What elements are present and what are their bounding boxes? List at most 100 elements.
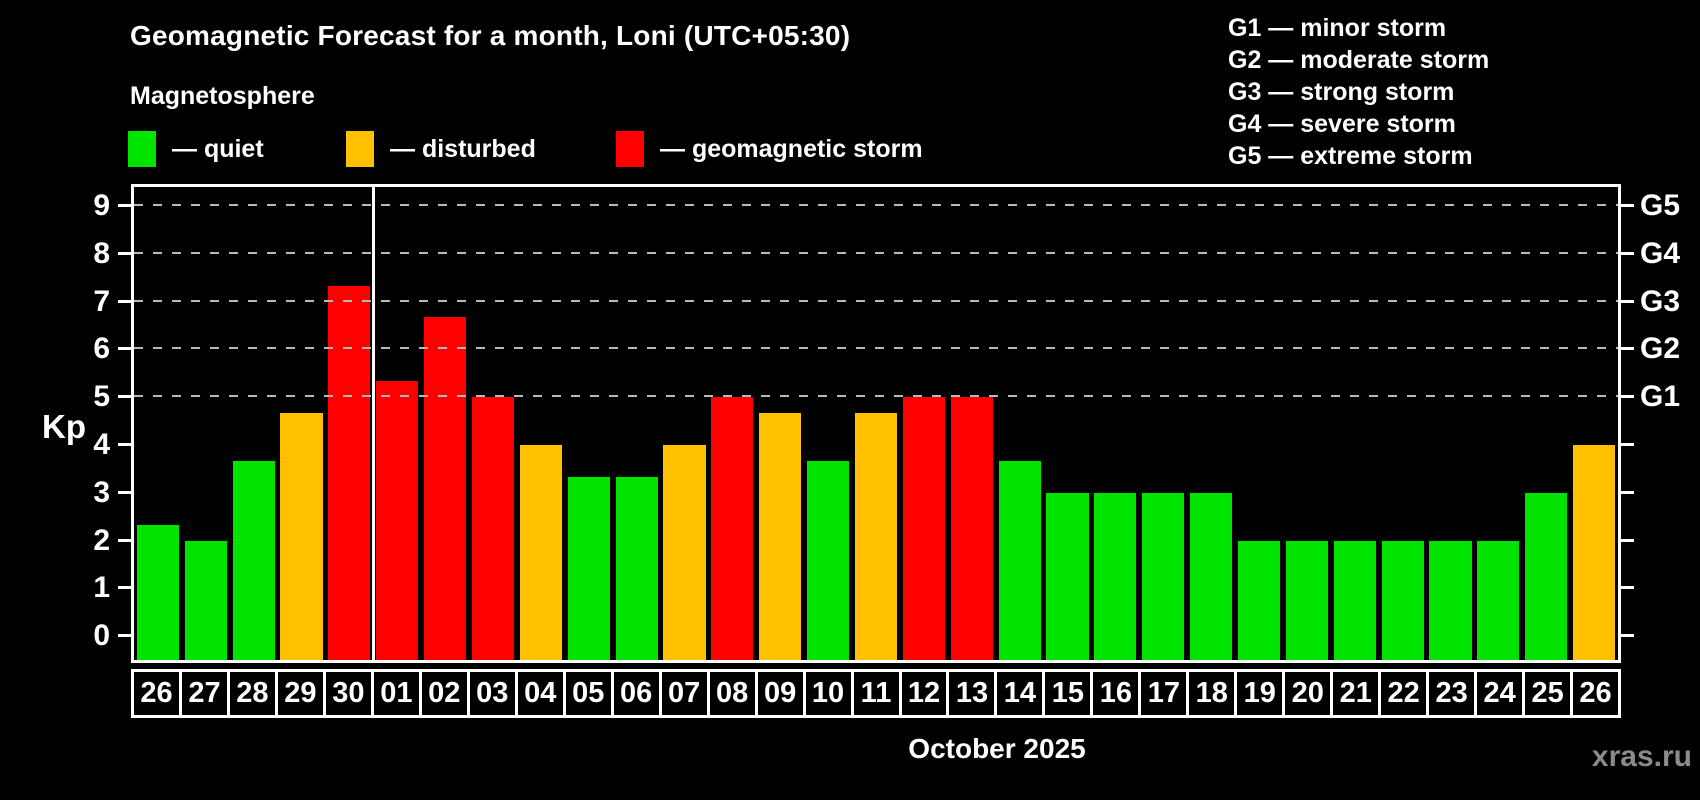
y-tick-label-3: 3	[93, 475, 110, 509]
bar-slot	[1475, 187, 1523, 660]
kp-bar-day-10	[807, 460, 850, 660]
watermark: xras.ru	[1591, 740, 1692, 773]
date-label-24: 24	[1474, 669, 1526, 718]
g-tick-label-g4: G4	[1640, 236, 1681, 270]
date-label-18: 18	[1186, 669, 1238, 718]
date-label-19: 19	[1234, 669, 1286, 718]
date-label-28: 28	[226, 669, 278, 718]
x-axis-date-row: 26 27 28 29 30 01 02 03 04 05 06 07 08 09 10 11 12 13 14 15…	[131, 669, 1622, 718]
gridline-kp6	[134, 347, 1618, 350]
kp-bar-day-13	[950, 397, 993, 660]
quiet-color-swatch	[128, 131, 156, 167]
date-label-17: 17	[1138, 669, 1190, 718]
kp-bar-day-19	[1237, 540, 1281, 660]
g-tick-label-g5: G5	[1640, 189, 1681, 223]
date-label-22: 22	[1378, 669, 1430, 718]
bar-slot	[852, 187, 900, 660]
kp-bar-day-22	[1381, 540, 1424, 660]
bar-slot	[1331, 187, 1379, 660]
left-tick-kp8	[118, 251, 131, 255]
date-label-26: 26	[1570, 669, 1622, 718]
left-tick-kp4	[118, 443, 131, 447]
kp-bar-day-05	[567, 477, 610, 660]
date-label-10: 10	[802, 669, 854, 718]
right-tick-kp2	[1621, 538, 1634, 542]
kp-bar-day-12	[902, 397, 945, 660]
bar-slot	[1235, 187, 1283, 660]
date-label-04: 04	[514, 669, 566, 718]
bar-slot	[230, 187, 278, 660]
bar-slot	[709, 187, 757, 660]
plot-area: 0 1 2 3 4 5 6 7 8 9 G1 G2 G3 G4 G5	[93, 184, 1680, 663]
right-tick-kp5	[1621, 395, 1634, 399]
bar-slot	[182, 187, 230, 660]
legend-item-disturbed: — disturbed	[346, 130, 536, 168]
kp-bar-day-27	[184, 540, 227, 660]
kp-bar-day-08	[711, 397, 754, 660]
y-tick-label-0: 0	[93, 619, 110, 653]
left-tick-kp9	[118, 204, 131, 208]
gridline-kp8	[134, 251, 1618, 254]
date-label-21: 21	[1330, 669, 1382, 718]
date-label-01: 01	[370, 669, 422, 718]
y-tick-label-5: 5	[93, 380, 110, 414]
kp-bar-day-01	[376, 381, 419, 660]
right-tick-kp3	[1621, 490, 1634, 494]
bar-slot	[1427, 187, 1475, 660]
y-tick-label-1: 1	[93, 571, 110, 605]
g-tick-label-g3: G3	[1640, 284, 1681, 318]
disturbed-color-swatch	[346, 131, 374, 167]
kp-bar-day-11	[854, 413, 898, 660]
bar-slot	[1522, 187, 1570, 660]
bar-slot	[1044, 187, 1092, 660]
kp-bar-day-15	[1046, 492, 1089, 660]
kp-bar-day-07	[663, 445, 706, 660]
magnetosphere-subtitle: Magnetosphere	[130, 82, 315, 110]
g-scale-legend: G1 — minor storm G2 — moderate storm G3 …	[1228, 12, 1489, 172]
date-label-16: 16	[1090, 669, 1142, 718]
date-label-26: 26	[131, 669, 182, 718]
kp-bar-day-16	[1094, 492, 1137, 660]
kp-bar-day-29	[280, 413, 323, 660]
kp-bar-day-06	[615, 477, 658, 660]
bar-series	[134, 187, 1618, 660]
left-tick-kp2	[118, 538, 131, 542]
bar-slot	[517, 187, 565, 660]
bar-slot	[134, 187, 182, 660]
date-label-09: 09	[754, 669, 806, 718]
left-tick-kp3	[118, 490, 131, 494]
bar-slot	[613, 187, 661, 660]
kp-bar-day-03	[471, 397, 515, 660]
date-label-23: 23	[1426, 669, 1478, 718]
date-label-20: 20	[1282, 669, 1334, 718]
gridline-kp5	[134, 395, 1618, 398]
right-tick-kp4	[1621, 443, 1634, 447]
kp-bar-day-25	[1525, 492, 1568, 660]
gridline-kp9	[134, 204, 1618, 207]
g-tick-label-g1: G1	[1640, 380, 1681, 414]
right-tick-kp6	[1621, 347, 1634, 351]
month-boundary-line	[371, 187, 375, 660]
bar-slot	[326, 187, 374, 660]
date-label-29: 29	[274, 669, 326, 718]
date-label-03: 03	[466, 669, 518, 718]
legend-item-quiet: — quiet	[128, 130, 264, 168]
date-label-06: 06	[610, 669, 662, 718]
y-tick-label-6: 6	[93, 332, 110, 366]
kp-bar-day-14	[998, 460, 1041, 660]
legend-item-storm: — geomagnetic storm	[616, 130, 923, 168]
kp-bar-day-24	[1477, 540, 1520, 660]
g4-legend-line: G4 — severe storm	[1228, 110, 1456, 138]
left-tick-kp6	[118, 347, 131, 351]
g1-legend-line: G1 — minor storm	[1228, 14, 1447, 42]
storm-color-swatch	[616, 131, 644, 167]
date-label-05: 05	[562, 669, 614, 718]
y-tick-label-7: 7	[93, 284, 110, 318]
bar-slot	[900, 187, 948, 660]
date-label-30: 30	[322, 669, 374, 718]
date-label-27: 27	[178, 669, 230, 718]
g-tick-label-g2: G2	[1640, 332, 1681, 366]
gridline-kp7	[134, 299, 1618, 302]
bar-slot	[421, 187, 469, 660]
